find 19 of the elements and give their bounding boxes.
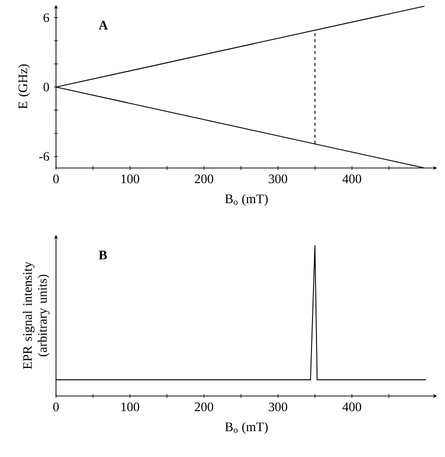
x-axis-title: B$_{o}$ (mT) xyxy=(225,422,268,434)
y-axis-title: EPR signal intensity (arbitrary units) xyxy=(22,262,50,370)
x-tick-label: 400 xyxy=(342,174,362,184)
annotation: A xyxy=(98,20,108,30)
x-tick-label: 100 xyxy=(121,174,140,184)
x-tick-label: 0 xyxy=(53,174,59,184)
x-tick-label: 100 xyxy=(121,402,140,412)
x-tick-label: 200 xyxy=(194,174,214,184)
y-tick-label: 6 xyxy=(44,13,50,22)
x-tick-label: 200 xyxy=(194,402,214,412)
x-tick-label: 300 xyxy=(268,174,288,184)
x-tick-label: 0 xyxy=(53,402,59,412)
x-tick-label: 300 xyxy=(268,402,288,412)
y-tick-label: -6 xyxy=(39,152,50,161)
x-tick-label: 400 xyxy=(342,402,362,412)
y-tick-label: 0 xyxy=(44,82,49,92)
x-axis-title: B$_{o}$ (mT) xyxy=(225,194,268,206)
annotation: B xyxy=(98,250,107,260)
y-axis-title: E (GHz) xyxy=(18,64,30,109)
